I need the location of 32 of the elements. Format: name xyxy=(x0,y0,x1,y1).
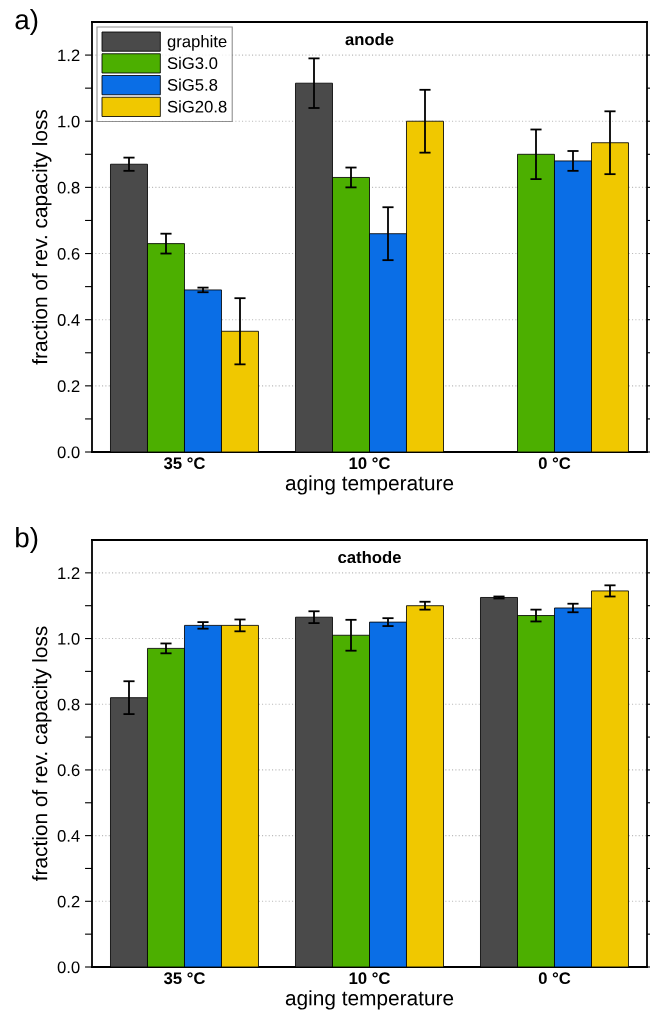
x-tick-label: 35 °C xyxy=(163,972,205,985)
x-axis-title: aging temperature xyxy=(285,990,454,1010)
x-tick-label: 35 °C xyxy=(163,457,205,470)
y-tick-label: 0.8 xyxy=(57,698,80,711)
y-tick-label: 0.0 xyxy=(57,961,80,974)
y-axis-title: fraction of rev. capacity loss xyxy=(32,626,52,881)
y-tick-label: 0.8 xyxy=(57,181,80,194)
y-tick-label: 0.2 xyxy=(57,380,80,393)
y-tick-label: 0.6 xyxy=(57,764,80,777)
x-tick-label: 10 °C xyxy=(349,972,390,985)
y-tick-label: 0.0 xyxy=(57,446,80,459)
y-tick-label: 1.0 xyxy=(58,632,80,645)
y-tick-label: 0.4 xyxy=(57,314,80,326)
y-axis-title: fraction of rev. capacity loss xyxy=(32,109,52,365)
text: anode xyxy=(345,33,394,46)
y-tick-label: 1.2 xyxy=(58,49,80,62)
y-tick-label: 0.4 xyxy=(57,830,80,842)
legend-label: graphite xyxy=(167,35,227,51)
legend-label: SiG5.8 xyxy=(167,78,218,91)
y-tick-label: 0.2 xyxy=(57,895,80,908)
y-tick-label: 1.2 xyxy=(58,567,80,579)
text: cathode xyxy=(338,550,401,564)
legend-label: SiG3.0 xyxy=(167,56,218,70)
x-axis-title: aging temperature xyxy=(285,475,454,495)
text: a) xyxy=(15,9,38,35)
y-tick-label: 0.6 xyxy=(57,247,80,260)
y-tick-label: 1.0 xyxy=(58,115,80,128)
x-tick-label: 0 °C xyxy=(538,972,571,985)
legend-label: SiG20.8 xyxy=(167,100,227,113)
x-tick-label: 10 °C xyxy=(349,457,390,470)
x-tick-label: 0 °C xyxy=(538,457,571,470)
text: b) xyxy=(16,527,38,553)
